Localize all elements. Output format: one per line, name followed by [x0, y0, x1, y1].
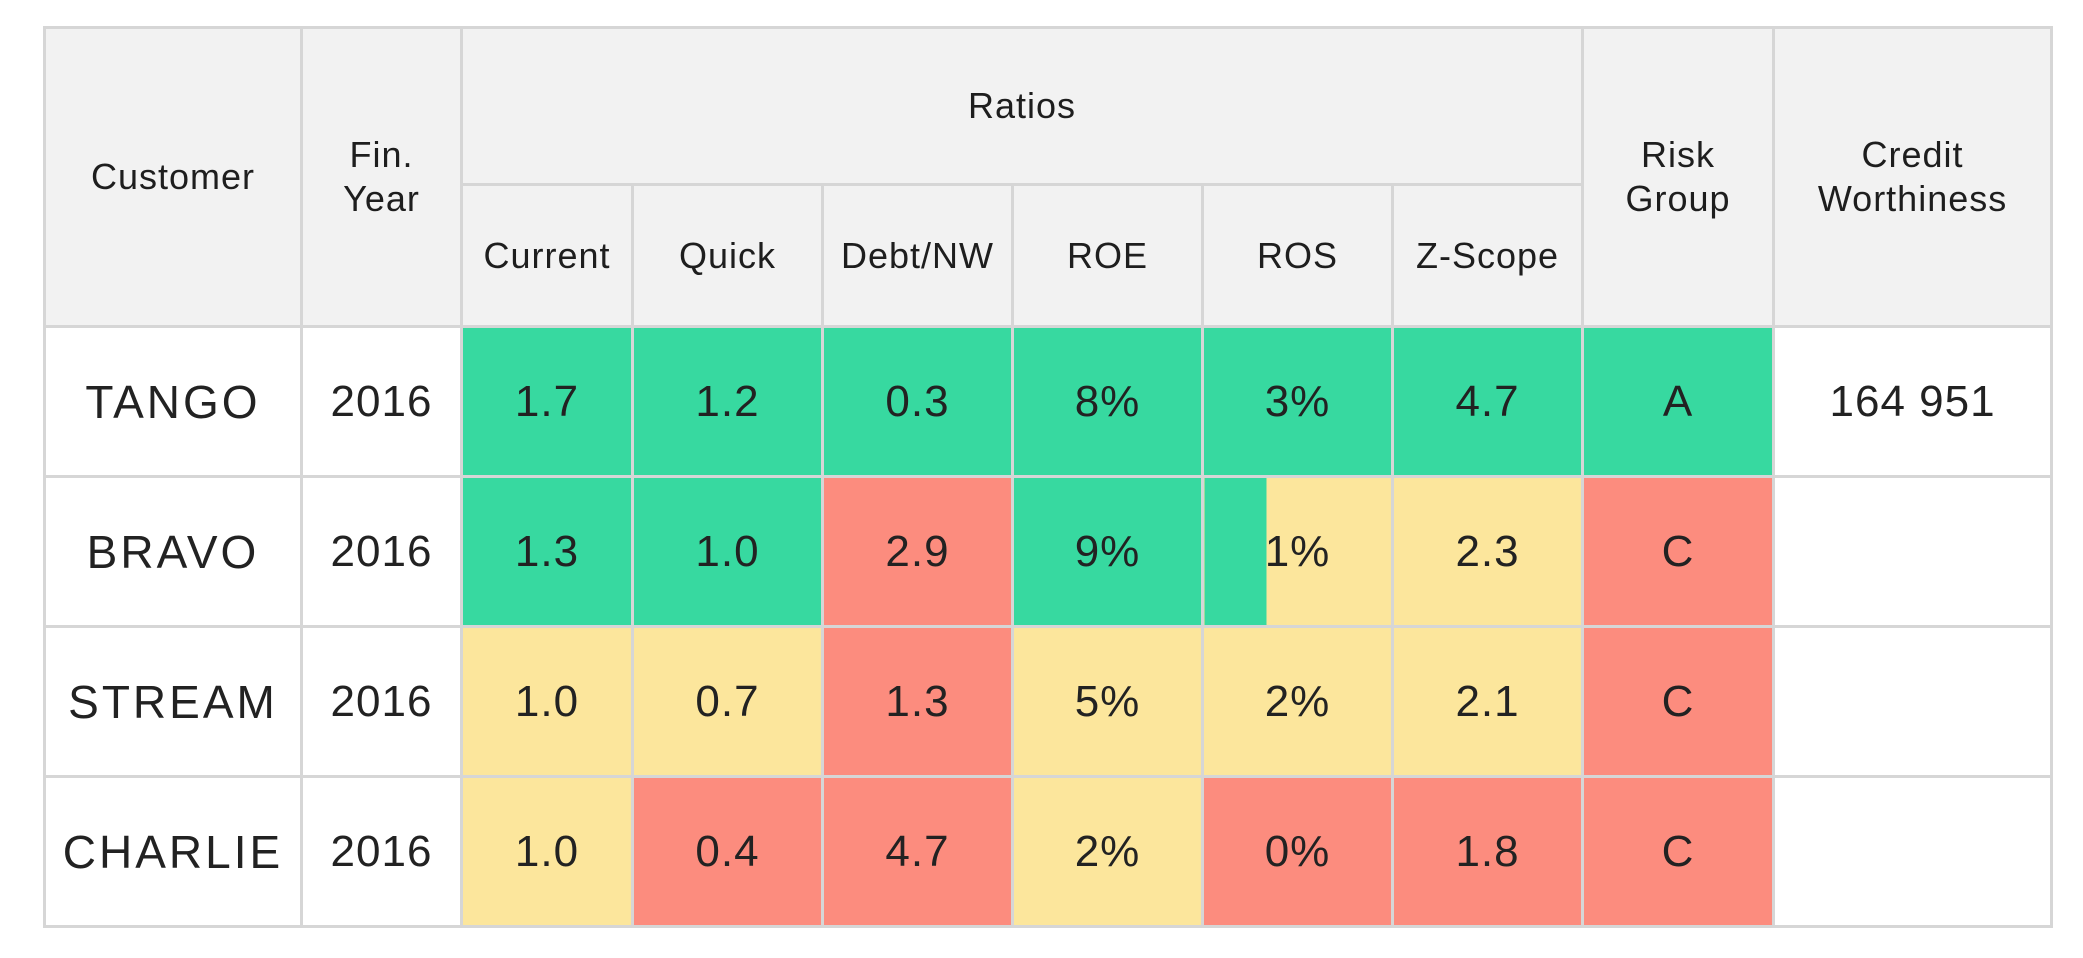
header-ros: ROS — [1201, 183, 1394, 328]
roe-cell: 5% — [1011, 625, 1204, 778]
debt-nw-cell: 1.3 — [821, 625, 1014, 778]
header-quick: Quick — [631, 183, 824, 328]
header-risk-group-line2: Group — [1625, 178, 1731, 219]
header-z-scope: Z-Scope — [1390, 183, 1585, 328]
z-scope-cell: 1.8 — [1390, 775, 1585, 928]
quick-cell: 1.0 — [631, 475, 824, 628]
risk-group-cell: C — [1581, 475, 1776, 628]
header-row-ratios: Current Quick Debt/NW ROE ROS Z-Scope — [45, 183, 2052, 328]
header-risk-group: Risk Group — [1581, 26, 1776, 328]
credit-ratio-table: Customer Fin. Year Ratios Risk Group Credi… — [43, 26, 2054, 928]
header-row-top: Customer Fin. Year Ratios Risk Group Credi… — [43, 26, 2054, 328]
header-credit-line1: Credit — [1861, 134, 1964, 175]
roe-cell: 8% — [1011, 325, 1204, 478]
z-scope-cell: 2.3 — [1390, 475, 1585, 628]
z-scope-cell: 2.1 — [1390, 625, 1585, 778]
header-credit-line2: Worthiness — [1817, 178, 2008, 219]
credit-worthiness-cell — [1772, 775, 2054, 928]
header-fin-year: Fin. Year — [300, 26, 463, 328]
customer-cell: TANGO — [43, 325, 303, 478]
debt-nw-cell: 2.9 — [821, 475, 1014, 628]
roe-cell: 2% — [1011, 775, 1204, 928]
table-row: TANGO 2016 1.7 1.2 0.3 8% 3% 4.7 A 164 9… — [43, 325, 2054, 478]
debt-nw-cell: 4.7 — [821, 775, 1014, 928]
year-cell: 2016 — [300, 625, 463, 778]
header-customer: Customer — [43, 26, 303, 328]
current-cell: 1.0 — [460, 775, 634, 928]
risk-group-cell: C — [1581, 625, 1776, 778]
header-fin-year-line1: Fin. — [349, 134, 414, 175]
year-cell: 2016 — [300, 775, 463, 928]
risk-group-cell: A — [1581, 325, 1776, 478]
year-cell: 2016 — [300, 325, 463, 478]
header-risk-group-line1: Risk — [1641, 134, 1716, 175]
header-ratios: Ratios — [459, 26, 1585, 186]
current-cell: 1.3 — [460, 475, 634, 628]
header-credit-worthiness: Credit Worthiness — [1772, 26, 2054, 328]
customer-cell: CHARLIE — [43, 775, 303, 928]
header-roe: ROE — [1011, 183, 1204, 328]
table-row: CHARLIE 2016 1.0 0.4 4.7 2% 0% 1.8 C — [43, 775, 2054, 928]
current-cell: 1.0 — [460, 625, 634, 778]
ros-cell: 2% — [1201, 625, 1394, 778]
table-header: Customer Fin. Year Ratios Risk Group Credi… — [43, 26, 2054, 328]
quick-cell: 0.4 — [631, 775, 824, 928]
table-row: STREAM 2016 1.0 0.7 1.3 5% 2% 2.1 C — [43, 625, 2054, 778]
credit-worthiness-cell: 164 951 — [1772, 325, 2054, 478]
customer-cell: STREAM — [43, 625, 303, 778]
table-body: TANGO 2016 1.7 1.2 0.3 8% 3% 4.7 A 164 9… — [43, 325, 2054, 928]
credit-worthiness-cell — [1772, 625, 2054, 778]
quick-cell: 0.7 — [631, 625, 824, 778]
quick-cell: 1.2 — [631, 325, 824, 478]
debt-nw-cell: 0.3 — [821, 325, 1014, 478]
credit-worthiness-cell — [1772, 475, 2054, 628]
table-row: BRAVO 2016 1.3 1.0 2.9 9% 1% 2.3 C — [43, 475, 2054, 628]
customer-cell: BRAVO — [43, 475, 303, 628]
ros-cell: 1% — [1201, 475, 1394, 628]
header-fin-year-line2: Year — [343, 178, 420, 219]
year-cell: 2016 — [300, 475, 463, 628]
z-scope-cell: 4.7 — [1390, 325, 1585, 478]
header-debt-nw: Debt/NW — [821, 183, 1014, 328]
roe-cell: 9% — [1011, 475, 1204, 628]
current-cell: 1.7 — [460, 325, 634, 478]
ros-cell: 3% — [1201, 325, 1394, 478]
ros-cell: 0% — [1201, 775, 1394, 928]
risk-group-cell: C — [1581, 775, 1776, 928]
header-current: Current — [460, 183, 634, 328]
